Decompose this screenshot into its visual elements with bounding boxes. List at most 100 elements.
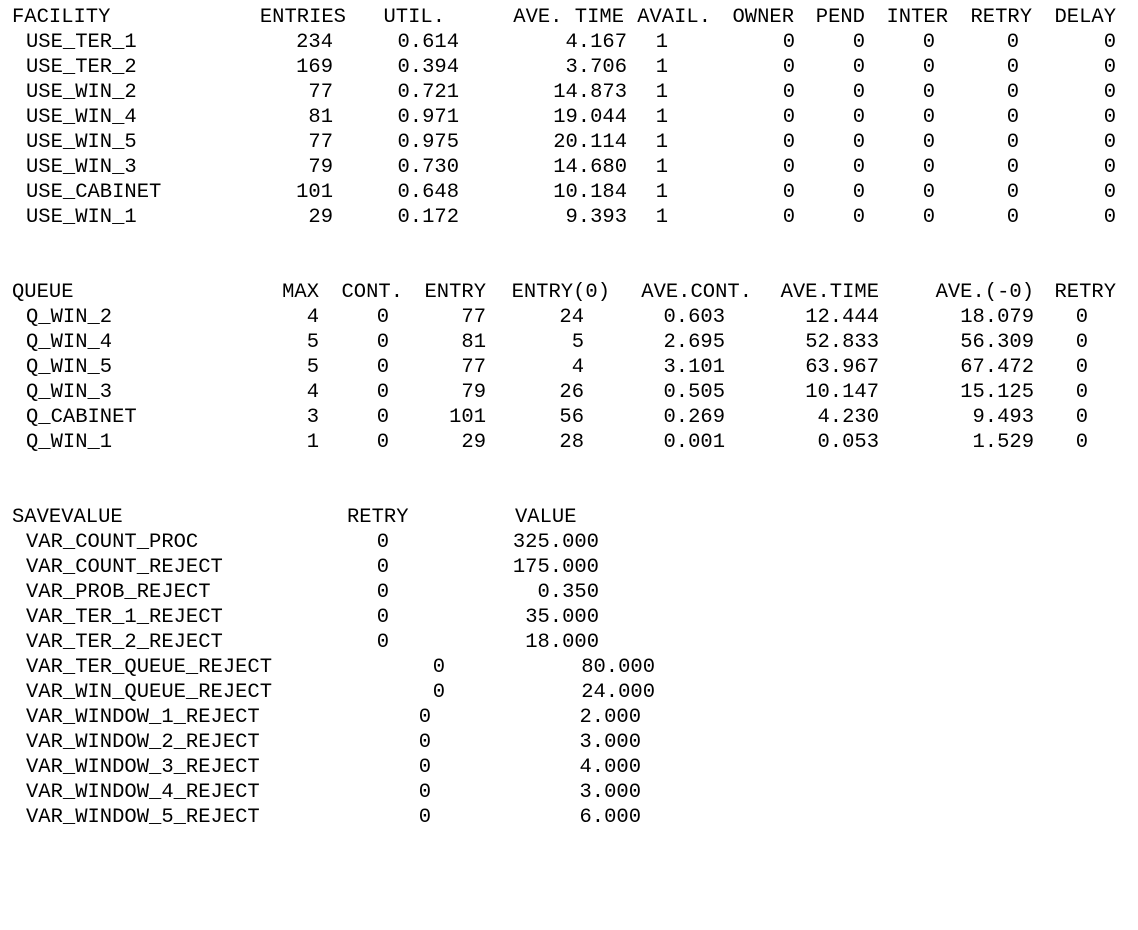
queue-entry0: 5 — [571, 331, 584, 354]
savevalue-row: VAR_WINDOW_4_REJECT 0 3.000 — [0, 780, 1138, 805]
facility-row: USE_WIN_3 79 0.730 14.680 1 0 0 0 0 0 — [0, 155, 1138, 180]
queue-cont: 0 — [376, 431, 389, 454]
savevalue-col-value: VALUE — [515, 506, 577, 529]
facility-delay: 0 — [1103, 156, 1116, 179]
facility-header-row: FACILITY ENTRIES UTIL. AVE. TIME AVAIL. … — [0, 5, 1138, 30]
spacer — [0, 455, 1138, 480]
facility-util: 0.172 — [397, 206, 459, 229]
queue-retry: 0 — [1075, 431, 1088, 454]
facility-avetime: 9.393 — [565, 206, 627, 229]
savevalue-value: 2.000 — [579, 706, 641, 729]
facility-inter: 0 — [922, 81, 935, 104]
queue-name: Q_WIN_4 — [26, 331, 113, 354]
facility-pend: 0 — [852, 156, 865, 179]
queue-retry: 0 — [1075, 381, 1088, 404]
facility-retry: 0 — [1006, 56, 1019, 79]
queue-ave0: 15.125 — [960, 381, 1034, 404]
queue-entry: 77 — [461, 356, 486, 379]
savevalue-name: VAR_WIN_QUEUE_REJECT — [26, 681, 273, 704]
facility-avail: 1 — [655, 156, 668, 179]
queue-col-entry0: ENTRY(0) — [511, 281, 610, 304]
facility-row: USE_WIN_5 77 0.975 20.114 1 0 0 0 0 0 — [0, 130, 1138, 155]
queue-row: Q_WIN_5 5 0 77 4 3.101 63.967 67.472 0 — [0, 355, 1138, 380]
facility-pend: 0 — [852, 106, 865, 129]
queue-retry: 0 — [1075, 356, 1088, 379]
spacer — [0, 480, 1138, 505]
facility-delay: 0 — [1103, 181, 1116, 204]
facility-row: USE_WIN_4 81 0.971 19.044 1 0 0 0 0 0 — [0, 105, 1138, 130]
facility-util: 0.648 — [397, 181, 459, 204]
facility-inter: 0 — [922, 56, 935, 79]
savevalue-name: VAR_COUNT_REJECT — [26, 556, 223, 579]
savevalue-row: VAR_TER_QUEUE_REJECT 0 80.000 — [0, 655, 1138, 680]
queue-entry0: 28 — [559, 431, 584, 454]
queue-col-entry: ENTRY — [424, 281, 486, 304]
savevalue-row: VAR_COUNT_PROC 0 325.000 — [0, 530, 1138, 555]
savevalue-name: VAR_TER_1_REJECT — [26, 606, 223, 629]
queue-avecont: 0.269 — [663, 406, 725, 429]
spacer — [0, 230, 1138, 255]
queue-avetime: 63.967 — [805, 356, 879, 379]
queue-avecont: 0.001 — [663, 431, 725, 454]
savevalue-retry: 0 — [376, 581, 389, 604]
facility-retry: 0 — [1006, 181, 1019, 204]
queue-col-ave0: AVE.(-0) — [935, 281, 1034, 304]
savevalue-name: VAR_WINDOW_5_REJECT — [26, 806, 260, 829]
queue-row: Q_WIN_2 4 0 77 24 0.603 12.444 18.079 0 — [0, 305, 1138, 330]
savevalue-row: VAR_WINDOW_3_REJECT 0 4.000 — [0, 755, 1138, 780]
facility-avail: 1 — [655, 56, 668, 79]
savevalue-retry: 0 — [376, 531, 389, 554]
savevalue-retry: 0 — [376, 556, 389, 579]
facility-pend: 0 — [852, 206, 865, 229]
queue-entry0: 56 — [559, 406, 584, 429]
queue-max: 1 — [306, 431, 319, 454]
facility-col-pend: PEND — [815, 6, 865, 29]
savevalue-value: 35.000 — [525, 606, 599, 629]
queue-col-avecont: AVE.CONT. — [641, 281, 752, 304]
facility-delay: 0 — [1103, 56, 1116, 79]
queue-row: Q_WIN_4 5 0 81 5 2.695 52.833 56.309 0 — [0, 330, 1138, 355]
simulation-report: FACILITY ENTRIES UTIL. AVE. TIME AVAIL. … — [0, 5, 1138, 830]
facility-col-delay: DELAY — [1054, 6, 1116, 29]
savevalue-row: VAR_WINDOW_1_REJECT 0 2.000 — [0, 705, 1138, 730]
queue-header-row: QUEUE MAX CONT. ENTRY ENTRY(0) AVE.CONT.… — [0, 280, 1138, 305]
facility-delay: 0 — [1103, 106, 1116, 129]
queue-retry: 0 — [1075, 406, 1088, 429]
savevalue-retry: 0 — [432, 656, 445, 679]
savevalue-row: VAR_WIN_QUEUE_REJECT 0 24.000 — [0, 680, 1138, 705]
savevalue-name: VAR_WINDOW_1_REJECT — [26, 706, 260, 729]
facility-inter: 0 — [922, 181, 935, 204]
savevalue-name: VAR_PROB_REJECT — [26, 581, 211, 604]
savevalue-name: VAR_TER_2_REJECT — [26, 631, 223, 654]
facility-avetime: 19.044 — [553, 106, 627, 129]
queue-avecont: 0.603 — [663, 306, 725, 329]
facility-retry: 0 — [1006, 131, 1019, 154]
facility-name: USE_WIN_4 — [26, 106, 137, 129]
queue-avetime: 12.444 — [805, 306, 879, 329]
savevalue-col-name: SAVEVALUE — [12, 506, 123, 529]
savevalue-value: 4.000 — [579, 756, 641, 779]
facility-retry: 0 — [1006, 106, 1019, 129]
savevalue-value: 80.000 — [581, 656, 655, 679]
savevalue-value: 3.000 — [579, 781, 641, 804]
facility-avail: 1 — [655, 131, 668, 154]
facility-inter: 0 — [922, 106, 935, 129]
queue-max: 3 — [306, 406, 319, 429]
savevalue-row: VAR_TER_2_REJECT 0 18.000 — [0, 630, 1138, 655]
facility-retry: 0 — [1006, 206, 1019, 229]
facility-inter: 0 — [922, 131, 935, 154]
facility-pend: 0 — [852, 31, 865, 54]
facility-owner: 0 — [782, 31, 795, 54]
queue-max: 4 — [306, 306, 319, 329]
queue-max: 4 — [306, 381, 319, 404]
facility-avail: 1 — [655, 31, 668, 54]
queue-avetime: 52.833 — [805, 331, 879, 354]
savevalue-header-row: SAVEVALUE RETRY VALUE — [0, 505, 1138, 530]
queue-retry: 0 — [1075, 306, 1088, 329]
facility-name: USE_WIN_1 — [26, 206, 137, 229]
facility-avetime: 4.167 — [565, 31, 627, 54]
facility-retry: 0 — [1006, 81, 1019, 104]
facility-avail: 1 — [655, 206, 668, 229]
facility-entries: 29 — [308, 206, 333, 229]
facility-util: 0.971 — [397, 106, 459, 129]
